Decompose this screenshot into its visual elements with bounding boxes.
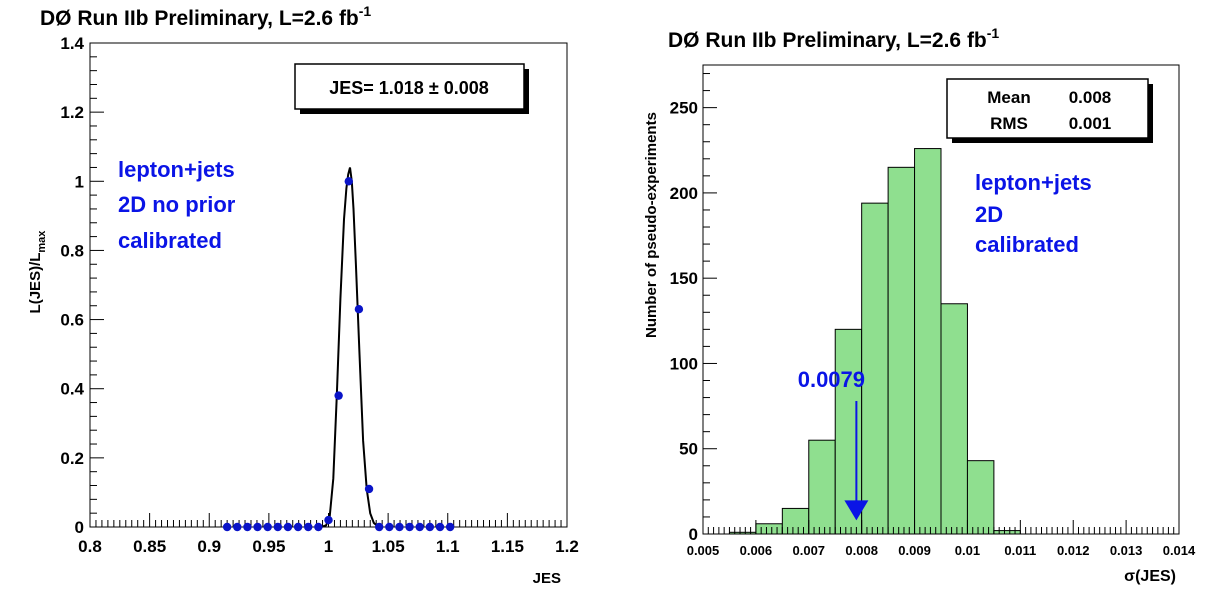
- left-annotation-line-2: 2D no prior: [118, 192, 236, 217]
- histogram-bar: [861, 202, 889, 535]
- right-y-tick-label: 150: [670, 269, 698, 288]
- left-data-point: [243, 522, 252, 532]
- left-y-tick-label: 0.2: [60, 449, 84, 468]
- right-y-tick-label: 200: [670, 184, 698, 203]
- left-y-tick-label: 0.6: [60, 311, 84, 330]
- left-y-axis: 0 0.2 0.4 0.6 0.8 1 1.2 1.4: [60, 34, 104, 537]
- right-stats-rms-label: RMS: [990, 114, 1028, 133]
- left-plot-frame: [89, 42, 568, 528]
- right-x-tick-label: 0.011: [1004, 543, 1036, 558]
- left-data-point: [354, 305, 364, 314]
- left-data-point: [445, 522, 455, 532]
- left-stats-text: JES= 1.018 ± 0.008: [329, 78, 489, 98]
- histogram-bar: [728, 531, 757, 535]
- histogram-bar: [940, 303, 968, 535]
- left-data-point: [304, 522, 313, 532]
- left-x-tick-label: 1: [324, 537, 333, 556]
- right-annotation-line-3: calibrated: [975, 232, 1079, 257]
- histogram-bar: [914, 148, 942, 535]
- right-x-tick-label: 0.012: [1057, 543, 1090, 558]
- right-x-tick-label: 0.009: [898, 543, 931, 558]
- right-arrow-annotation: 0.0079: [798, 367, 869, 521]
- left-data-point: [314, 522, 323, 532]
- right-x-tick-label: 0.005: [687, 543, 720, 558]
- left-x-tick-label: 1.1: [436, 537, 460, 556]
- left-data-point: [273, 522, 283, 532]
- left-data-point: [364, 484, 374, 494]
- left-data-point: [253, 522, 262, 532]
- left-x-tick-label: 1.15: [491, 537, 524, 556]
- left-y-tick-label: 0.4: [60, 380, 84, 399]
- right-stats-box: Mean 0.008 RMS 0.001: [946, 78, 1153, 143]
- right-y-tick-label: 0: [689, 525, 698, 544]
- left-data-point: [395, 522, 404, 532]
- left-data-point: [385, 522, 394, 532]
- right-stats-mean-value: 0.008: [1069, 88, 1112, 107]
- histogram-bar: [755, 523, 783, 535]
- left-x-tick-label: 0.9: [197, 537, 221, 556]
- right-annotation-line-2: 2D: [975, 202, 1003, 227]
- right-histogram: [728, 148, 1021, 535]
- right-y-tick-label: 250: [670, 99, 698, 118]
- left-chart-title: DØ Run IIb Preliminary, L=2.6 fb-1: [40, 3, 371, 30]
- right-annotation-line-1: lepton+jets: [975, 170, 1092, 195]
- left-data-point: [425, 522, 435, 532]
- histogram-bar: [887, 166, 916, 535]
- right-x-axis-label: σ(JES): [1124, 568, 1176, 585]
- right-x-tick-label: 0.013: [1110, 543, 1143, 558]
- left-data-point: [435, 522, 445, 532]
- right-chart: DØ Run IIb Preliminary, L=2.6 fb-1 0 50 10…: [643, 25, 1196, 585]
- left-y-tick-label: 0: [75, 518, 84, 537]
- right-x-tick-label: 0.014: [1163, 543, 1196, 558]
- right-x-tick-label: 0.008: [845, 543, 878, 558]
- left-data-point: [415, 522, 424, 532]
- left-data-point: [324, 515, 333, 525]
- right-y-tick-label: 100: [670, 354, 698, 373]
- left-data-points: [222, 177, 455, 532]
- left-data-point: [334, 391, 343, 400]
- arrow-label: 0.0079: [798, 367, 865, 392]
- left-data-point: [283, 522, 293, 532]
- left-x-tick-label: 0.85: [133, 537, 166, 556]
- left-data-point: [263, 522, 272, 532]
- histogram-bar: [993, 530, 1021, 535]
- left-y-tick-label: 1: [75, 172, 84, 191]
- left-x-axis-label: JES: [533, 570, 561, 587]
- right-x-tick-label: 0.01: [955, 543, 980, 558]
- right-y-axis-label: Number of pseudo-experiments: [643, 112, 660, 338]
- histogram-bar: [966, 460, 995, 535]
- left-data-point: [222, 522, 232, 532]
- right-stats-rms-value: 0.001: [1069, 114, 1112, 133]
- right-stats-mean-label: Mean: [987, 88, 1030, 107]
- left-data-point: [233, 522, 242, 532]
- left-chart: DØ Run IIb Preliminary, L=2.6 fb-1 00.20…: [27, 3, 579, 587]
- left-y-tick-label: 1.4: [60, 34, 84, 53]
- histogram-bar: [808, 439, 836, 535]
- right-x-tick-label: 0.006: [740, 543, 773, 558]
- left-data-point: [374, 522, 384, 532]
- left-x-tick-label: 1.05: [372, 537, 405, 556]
- left-x-tick-label: 1.2: [555, 537, 579, 556]
- left-y-tick-label: 1.2: [60, 103, 84, 122]
- right-y-axis: 0 50 100 150 200 250: [670, 65, 717, 544]
- left-stats-box: JES= 1.018 ± 0.008: [294, 63, 529, 114]
- left-x-tick-label: 0.95: [252, 537, 285, 556]
- arrow-head: [844, 500, 869, 521]
- left-x-tick-label: 0.8: [78, 537, 102, 556]
- left-y-axis-label: L(JES)/Lmax: [27, 230, 48, 314]
- left-y-tick-label: 0.8: [60, 241, 84, 260]
- right-y-tick-label: 50: [679, 440, 698, 459]
- left-data-point: [293, 522, 303, 532]
- right-x-axis: 0.005 0.006 0.007 0.008 0.009 0.01 0.011 0.012 0…: [687, 520, 1196, 558]
- right-x-tick-label: 0.007: [793, 543, 826, 558]
- histogram-bar: [781, 507, 810, 535]
- left-data-point: [405, 522, 414, 532]
- left-fit-curve: [320, 167, 383, 528]
- left-data-point: [344, 177, 353, 186]
- left-annotation-line-3: calibrated: [118, 228, 222, 253]
- left-annotation-line-1: lepton+jets: [118, 157, 235, 182]
- right-chart-title: DØ Run IIb Preliminary, L=2.6 fb-1: [668, 25, 999, 52]
